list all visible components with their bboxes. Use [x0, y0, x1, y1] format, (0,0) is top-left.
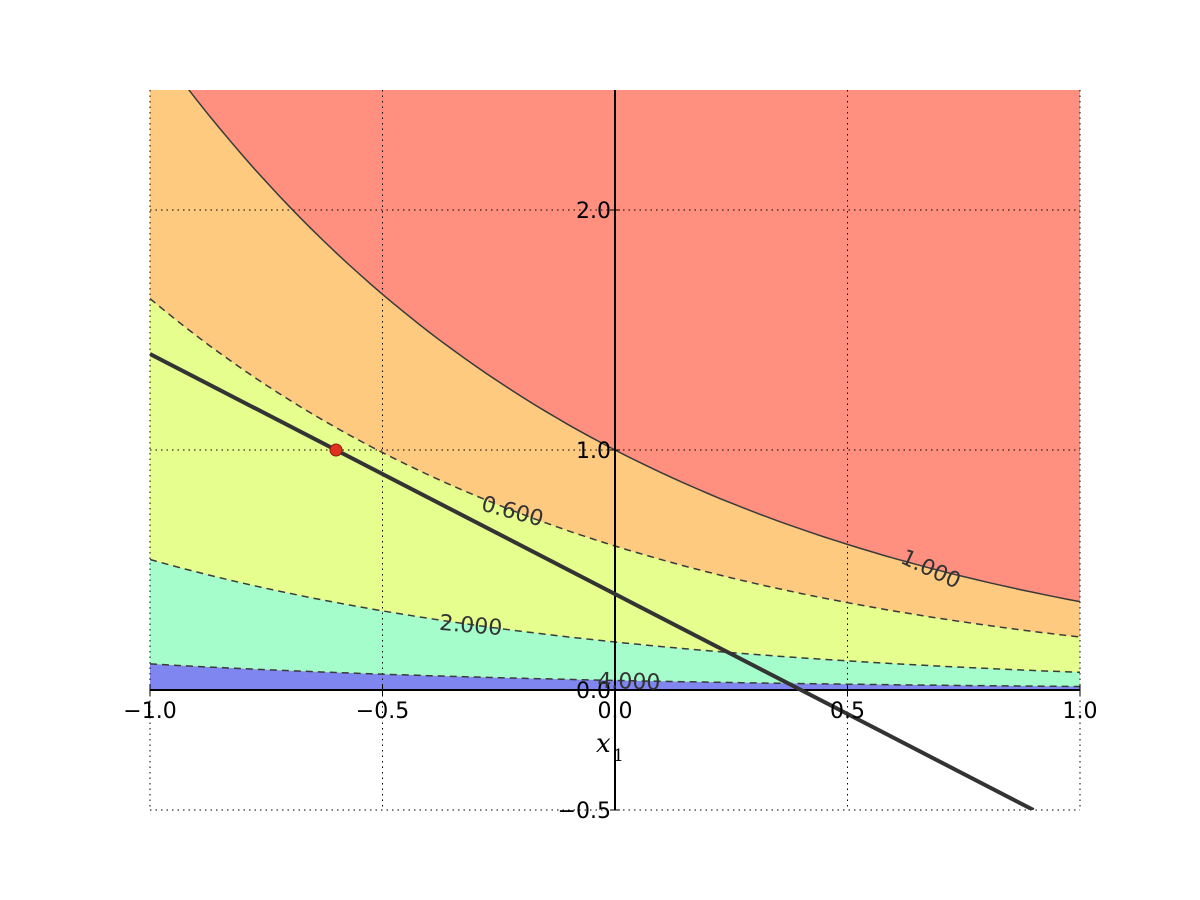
- constraint-line: [150, 352, 1035, 810]
- contour-label-4.000: 4.000: [597, 669, 661, 696]
- x-axis-label: x: [596, 729, 611, 759]
- y-tick-label: 2.0: [576, 199, 611, 224]
- marked-point: [329, 443, 343, 457]
- x-tick-label: 0.0: [598, 699, 633, 724]
- y-tick-label: 1.0: [576, 439, 611, 464]
- constraint-line-group: [150, 352, 1035, 810]
- axes: [149, 90, 1081, 811]
- y-tick-label: 0.0: [576, 679, 611, 704]
- y-tick-label: −0.5: [558, 799, 611, 824]
- x-tick-label: 0.5: [830, 699, 865, 724]
- fill-region-below-0.04: [150, 663, 1080, 690]
- contour-label-2.000: 2.000: [438, 611, 503, 641]
- x-tick-label: −0.5: [356, 699, 409, 724]
- x-axis-label-subscript: 1: [613, 746, 624, 766]
- x-tick-label: 1.0: [1063, 699, 1098, 724]
- tick-labels: −1.0 −0.5 0.0 0.5 1.0 −0.5 0.0 1.0 2.0: [123, 199, 1097, 824]
- x-tick-label: −1.0: [123, 699, 176, 724]
- fill-region-0.2-0.6: [150, 298, 1080, 690]
